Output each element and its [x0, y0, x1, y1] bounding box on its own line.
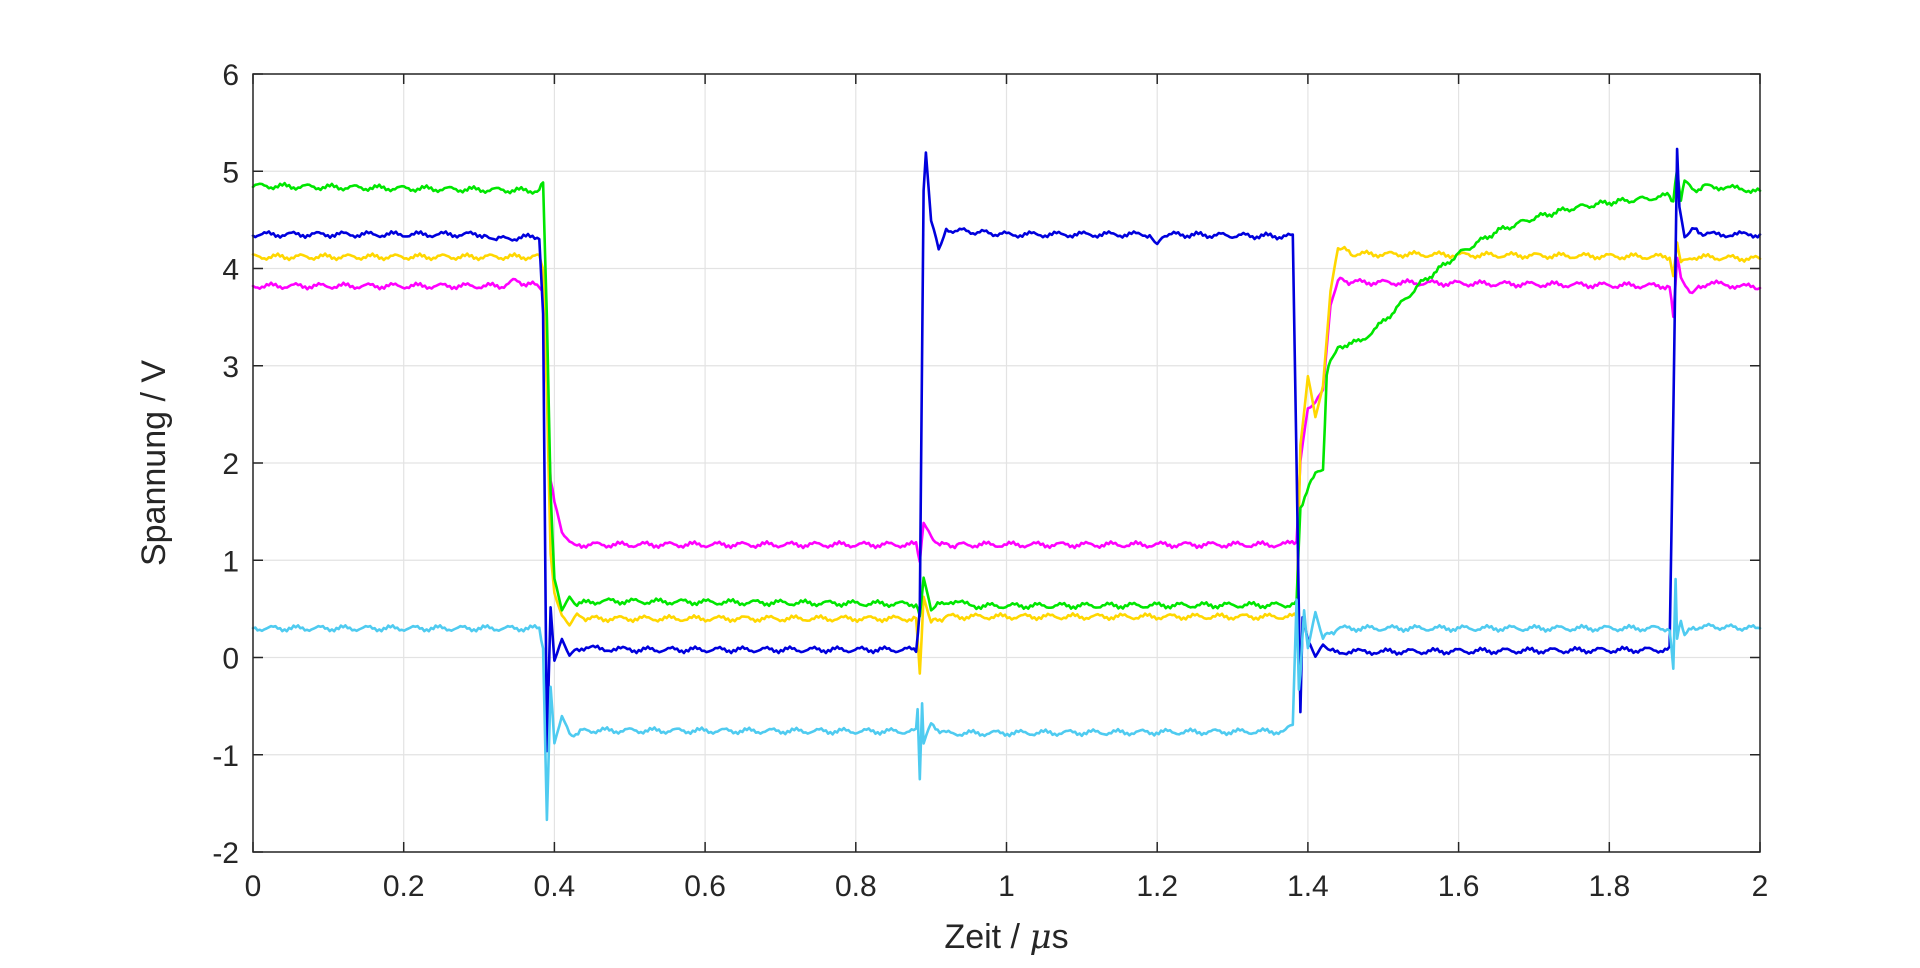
x-tick-label: 1.6: [1438, 870, 1480, 903]
x-tick-label: 1.2: [1136, 870, 1178, 903]
x-tick-label: 1.8: [1588, 870, 1630, 903]
y-tick-label: 5: [222, 156, 239, 189]
y-tick-label: 3: [222, 351, 239, 384]
x-tick-label: 0: [245, 870, 262, 903]
tick-labels: 0 0.2 0.4 0.6 0.8 1 1.2 1.4 1.6 1.8 2 -2 -1 0 1 2 3 4 5 6: [212, 59, 1768, 903]
y-tick-label: 6: [222, 59, 239, 92]
x-tick-label: 1: [998, 870, 1015, 903]
series-line-5: [251, 577, 1762, 822]
y-tick-label: 1: [222, 545, 239, 578]
x-tick-label: 0.4: [534, 870, 576, 903]
x-tick-label: 0.8: [835, 870, 877, 903]
series-line-3: [251, 168, 1762, 618]
x-tick-label: 0.2: [383, 870, 425, 903]
plot-frame: [252, 73, 1761, 853]
y-tick-label: -2: [212, 837, 239, 870]
x-axis-title: Zeit / μs: [944, 917, 1068, 957]
y-tick-label: 0: [222, 643, 239, 676]
series-line-4: [251, 147, 1762, 753]
series-group: [251, 147, 1762, 822]
y-tick-label: 4: [222, 254, 239, 287]
series-line-1: [251, 256, 1762, 564]
x-tick-label: 0.6: [684, 870, 726, 903]
axes: [252, 73, 1761, 853]
y-tick-label: -1: [212, 740, 239, 773]
series-line-2: [251, 241, 1762, 675]
y-axis-title: Spannung / V: [135, 360, 173, 566]
x-tick-label: 1.4: [1287, 870, 1329, 903]
y-tick-label: 2: [222, 448, 239, 481]
x-tick-label: 2: [1752, 870, 1769, 903]
